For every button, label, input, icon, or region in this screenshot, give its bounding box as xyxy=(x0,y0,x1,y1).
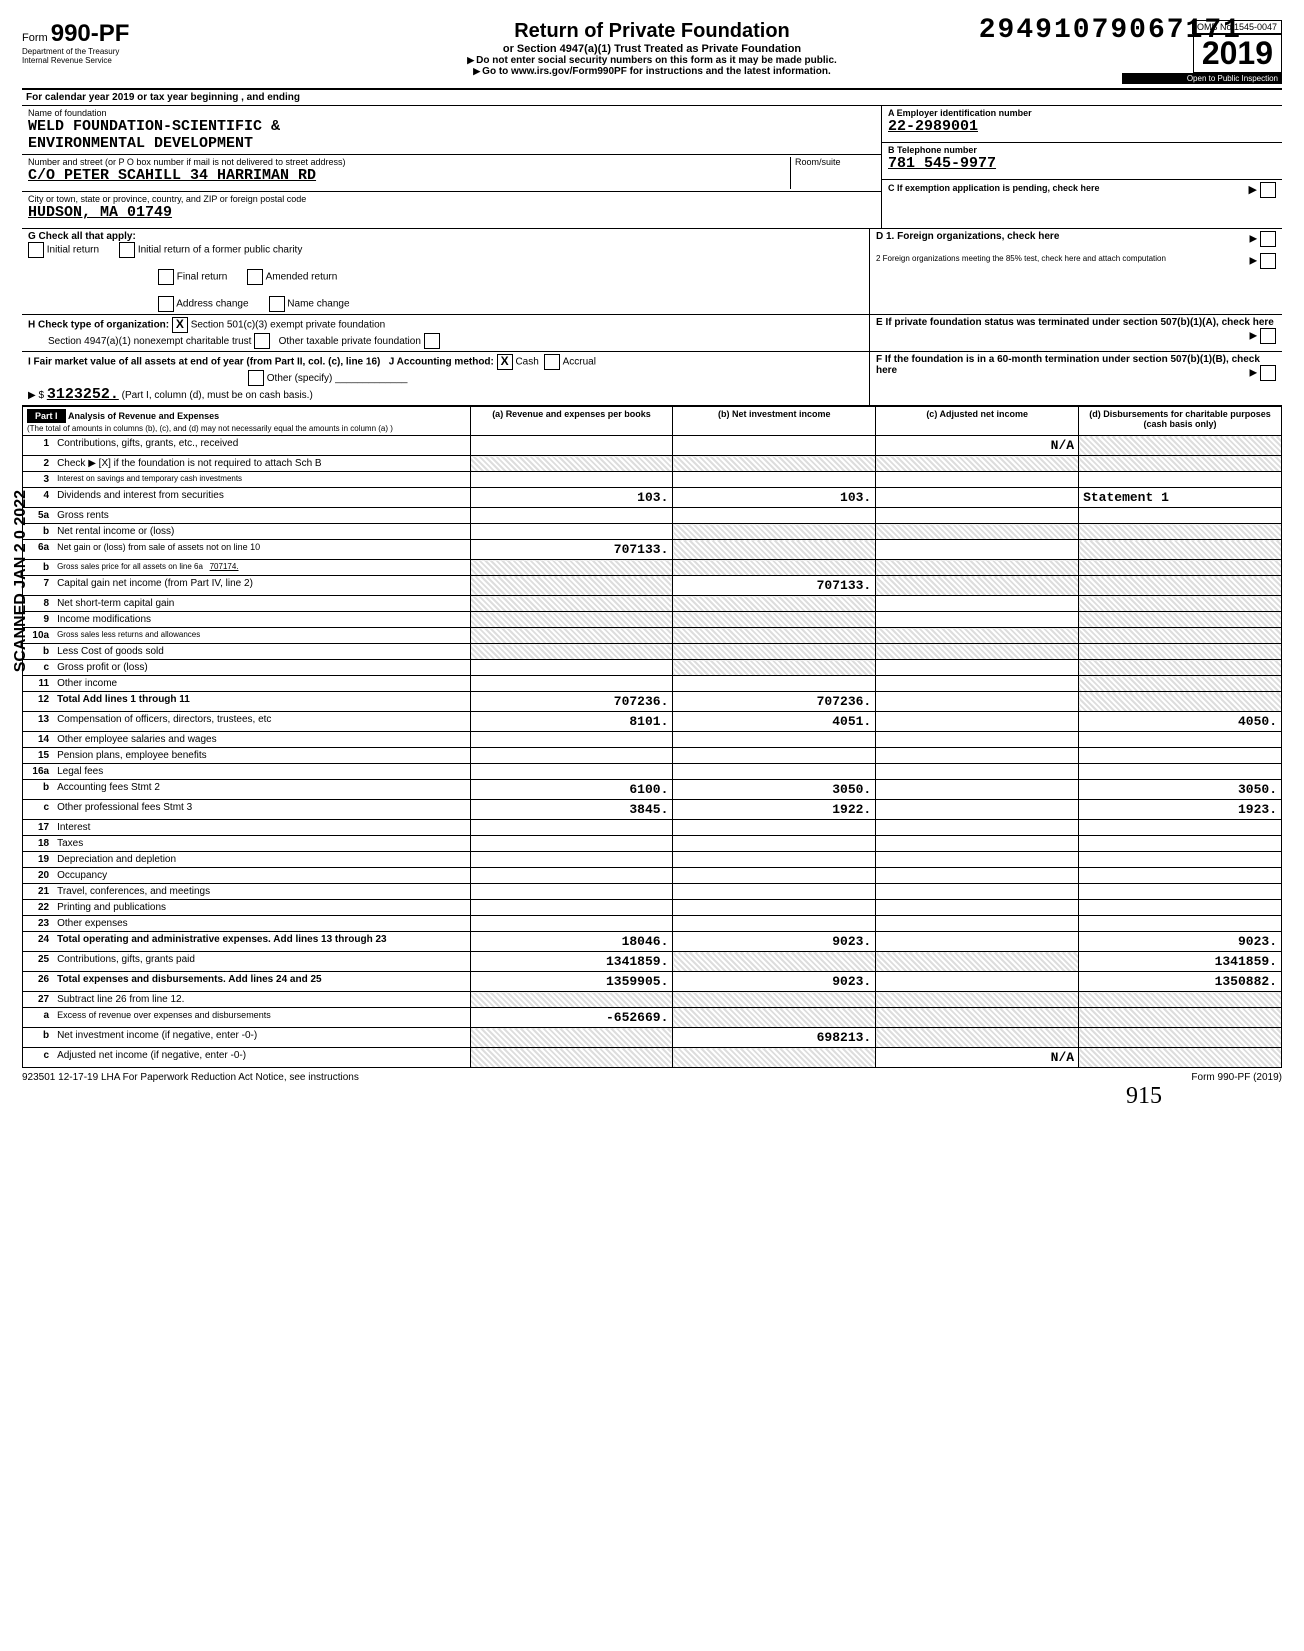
ein-value: 22-2989001 xyxy=(888,118,1276,135)
footer-right: Form 990-PF (2019) xyxy=(1191,1072,1282,1083)
handwritten-page: 915 xyxy=(1126,1083,1162,1109)
j-label: J Accounting method: xyxy=(389,357,494,368)
scanned-stamp: SCANNED JAN 2 0 2022 xyxy=(12,490,30,680)
j-accrual-checkbox[interactable] xyxy=(544,354,560,370)
j-other: Other (specify) xyxy=(267,373,333,384)
g-opt-amended: Amended return xyxy=(266,272,338,283)
g-amended-checkbox[interactable] xyxy=(247,269,263,285)
d1-label: D 1. Foreign organizations, check here xyxy=(876,231,1059,242)
j-note: (Part I, column (d), must be on cash bas… xyxy=(122,390,313,401)
d2-label: 2 Foreign organizations meeting the 85% … xyxy=(876,254,1166,263)
e-label: E If private foundation status was termi… xyxy=(876,317,1274,328)
col-a-header: (a) Revenue and expenses per books xyxy=(470,407,673,436)
col-b-header: (b) Net investment income xyxy=(673,407,876,436)
addr-label: Number and street (or P O box number if … xyxy=(28,157,790,167)
g-namechg-checkbox[interactable] xyxy=(269,296,285,312)
d1-checkbox[interactable] xyxy=(1260,231,1276,247)
tel-label: B Telephone number xyxy=(888,145,1276,155)
i-value: 3123252. xyxy=(47,386,119,403)
footer-left: 923501 12-17-19 LHA For Paperwork Reduct… xyxy=(22,1072,359,1083)
c-checkbox[interactable] xyxy=(1260,182,1276,198)
j-cash-checkbox[interactable]: X xyxy=(497,354,513,370)
i-label: I Fair market value of all assets at end… xyxy=(28,357,380,368)
form-prefix: Form xyxy=(22,32,48,44)
city-label: City or town, state or province, country… xyxy=(28,194,875,204)
h-label: H Check type of organization: xyxy=(28,320,169,331)
warning-text: Do not enter social security numbers on … xyxy=(476,55,837,66)
g-final-checkbox[interactable] xyxy=(158,269,174,285)
j-accrual: Accrual xyxy=(563,357,596,368)
g-opt-initial: Initial return xyxy=(47,245,99,256)
g-opt-final: Final return xyxy=(177,272,228,283)
g-opt-address: Address change xyxy=(176,299,248,310)
e-checkbox[interactable] xyxy=(1260,328,1276,344)
goto-text: Go to www.irs.gov/Form990PF for instruct… xyxy=(482,66,831,77)
h-opt3: Other taxable private foundation xyxy=(279,336,421,347)
part1-table: Part I Analysis of Revenue and Expenses … xyxy=(22,406,1282,1068)
g-opt-namechg: Name change xyxy=(287,299,349,310)
h-opt1: Section 501(c)(3) exempt private foundat… xyxy=(191,320,386,331)
g-former-checkbox[interactable] xyxy=(119,242,135,258)
d2-checkbox[interactable] xyxy=(1260,253,1276,269)
g-label: G Check all that apply: xyxy=(28,231,136,242)
name-label: Name of foundation xyxy=(28,108,875,118)
room-label: Room/suite xyxy=(795,157,875,167)
footer: 923501 12-17-19 LHA For Paperwork Reduct… xyxy=(22,1068,1282,1083)
h-other-checkbox[interactable] xyxy=(424,333,440,349)
part1-label: Part I xyxy=(27,409,66,423)
tel-value: 781 545-9977 xyxy=(888,155,1276,172)
h-501c3-checkbox[interactable]: X xyxy=(172,317,188,333)
inspection-label: Open to Public Inspection xyxy=(1122,73,1282,84)
foundation-name-2: ENVIRONMENTAL DEVELOPMENT xyxy=(28,135,875,152)
city-value: HUDSON, MA 01749 xyxy=(28,204,875,221)
stamped-number: 29491079067171 xyxy=(979,15,1242,46)
part1-title: Analysis of Revenue and Expenses xyxy=(68,411,219,421)
j-cash: Cash xyxy=(515,357,538,368)
g-address-checkbox[interactable] xyxy=(158,296,174,312)
part1-sub: (The total of amounts in columns (b), (c… xyxy=(27,424,393,433)
col-c-header: (c) Adjusted net income xyxy=(876,407,1079,436)
j-other-checkbox[interactable] xyxy=(248,370,264,386)
g-opt-former: Initial return of a former public charit… xyxy=(138,245,303,256)
dept-irs: Internal Revenue Service xyxy=(22,57,182,66)
h-4947-checkbox[interactable] xyxy=(254,333,270,349)
h-opt2: Section 4947(a)(1) nonexempt charitable … xyxy=(48,336,251,347)
f-label: F If the foundation is in a 60-month ter… xyxy=(876,354,1260,376)
col-d-header: (d) Disbursements for charitable purpose… xyxy=(1079,407,1282,436)
street-address: C/O PETER SCAHILL 34 HARRIMAN RD xyxy=(28,167,790,184)
f-checkbox[interactable] xyxy=(1260,365,1276,381)
ein-label: A Employer identification number xyxy=(888,108,1276,118)
form-number: 990-PF xyxy=(51,20,130,47)
foundation-name-1: WELD FOUNDATION-SCIENTIFIC & xyxy=(28,118,875,135)
calendar-year-line: For calendar year 2019 or tax year begin… xyxy=(22,90,1282,106)
c-label: C If exemption application is pending, c… xyxy=(888,183,1100,193)
g-initial-checkbox[interactable] xyxy=(28,242,44,258)
